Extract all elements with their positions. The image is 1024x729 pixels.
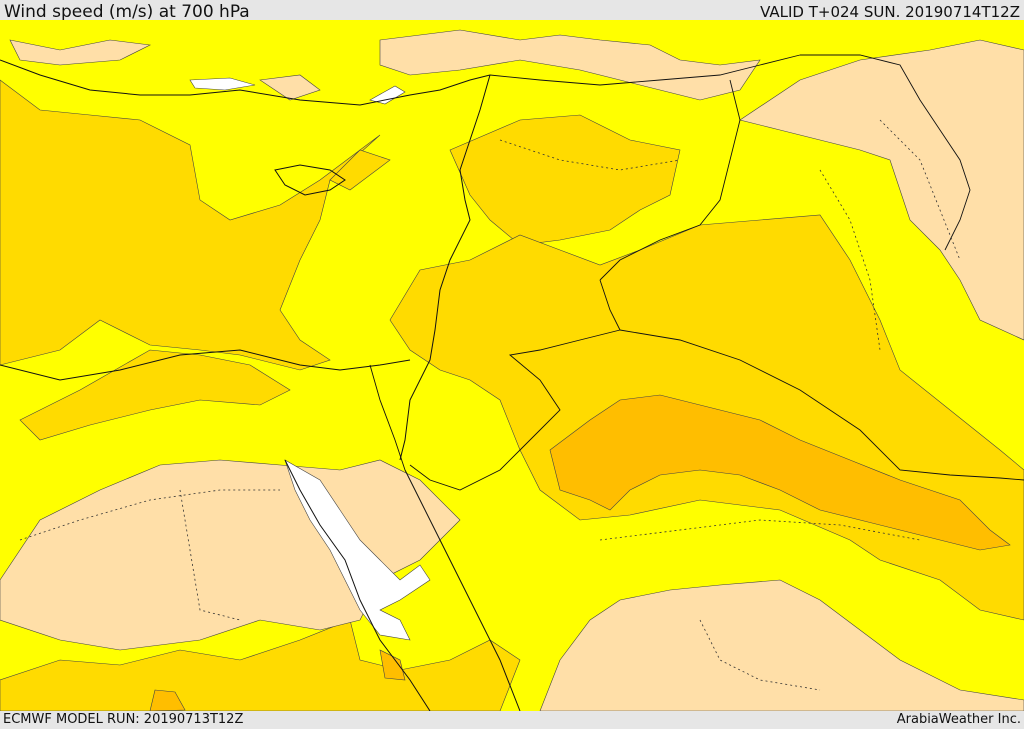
- coastline-sinai-gulf: [284, 459, 431, 711]
- contour-fresh-sinai-west: [19, 349, 291, 441]
- border-iran-iraq: [800, 54, 971, 251]
- wind-speed-map: [0, 20, 1024, 711]
- coastline-cyprus: [274, 164, 346, 196]
- border-jordan: [409, 279, 621, 491]
- coastline-levant: [399, 74, 491, 461]
- coastline-arabia-red-sea: [404, 469, 521, 711]
- map-header: Wind speed (m/s) at 700 hPa VALID T+024 …: [0, 0, 1024, 22]
- province-iraq: [819, 169, 881, 351]
- contour-calm-turkey: [189, 77, 256, 91]
- coastline-egypt-north: [0, 349, 411, 381]
- contour-light-patch-a: [9, 39, 152, 66]
- contour-calm-turkey-2: [369, 85, 406, 105]
- contour-light-arabia: [539, 579, 1024, 711]
- contour-fresh-syria: [449, 114, 681, 246]
- border-syria-iraq: [599, 79, 741, 281]
- contour-light-iran: [739, 39, 1024, 341]
- border-syria-turkey: [489, 54, 801, 86]
- contour-strong-small: [379, 649, 406, 681]
- contour-fresh-west: [0, 79, 381, 371]
- coastlines: [0, 59, 521, 711]
- province-arabia-a: [599, 519, 921, 541]
- province-syria: [499, 139, 681, 171]
- contour-fresh-south: [0, 619, 521, 711]
- border-iraq-saudi: [619, 329, 1024, 481]
- contour-calm-red-sea: [284, 459, 431, 641]
- province-egypt-a: [19, 489, 280, 541]
- contour-light-turkey: [379, 29, 761, 101]
- province-egypt-b: [179, 489, 241, 621]
- credit-label: ArabiaWeather Inc.: [896, 712, 1021, 727]
- map-title: Wind speed (m/s) at 700 hPa: [4, 2, 250, 22]
- contour-light-patch-b: [259, 74, 321, 101]
- model-run-label: ECMWF MODEL RUN: 20190713T12Z: [3, 712, 244, 727]
- contour-strong-core: [549, 394, 1011, 551]
- province-borders: [19, 119, 961, 691]
- contour-strong-south: [149, 689, 186, 711]
- map-footer: ECMWF MODEL RUN: 20190713T12Z ArabiaWeat…: [0, 711, 1024, 729]
- country-borders: [369, 54, 1024, 491]
- valid-time: VALID T+024 SUN. 20190714T12Z: [760, 3, 1020, 21]
- border-egypt-israel: [369, 364, 406, 471]
- coastline-turkey-south: [0, 59, 491, 106]
